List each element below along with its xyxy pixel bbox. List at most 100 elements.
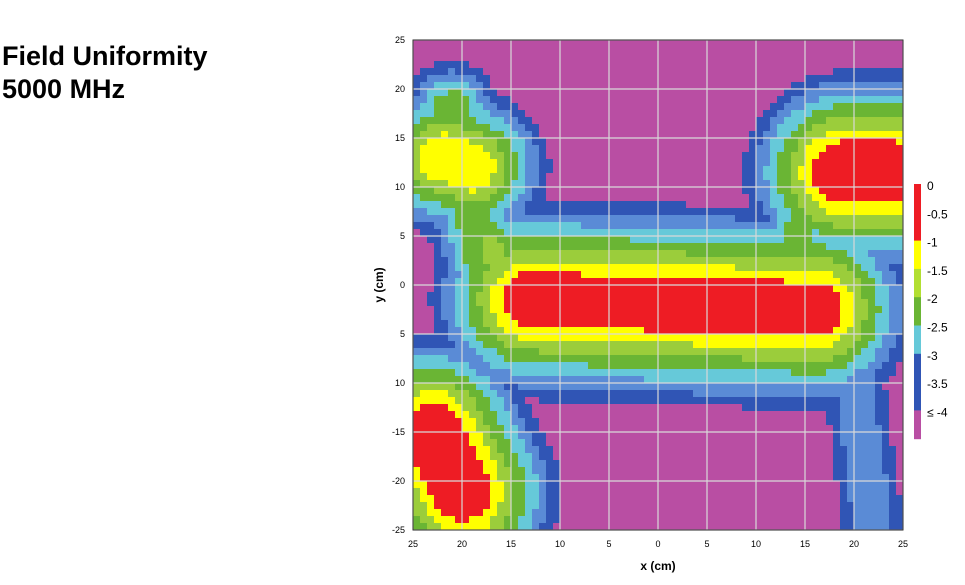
- heatmap-cell: [658, 257, 666, 265]
- heatmap-cell: [791, 257, 799, 265]
- heatmap-cell: [728, 208, 736, 216]
- heatmap-cell: [700, 383, 708, 391]
- heatmap-cell: [651, 54, 659, 62]
- heatmap-cell: [595, 110, 603, 118]
- heatmap-cell: [791, 502, 799, 510]
- heatmap-cell: [805, 432, 813, 440]
- heatmap-cell: [441, 453, 449, 461]
- heatmap-cell: [616, 152, 624, 160]
- heatmap-cell: [588, 257, 596, 265]
- heatmap-cell: [721, 439, 729, 447]
- heatmap-cell: [574, 306, 582, 314]
- heatmap-cell: [819, 418, 827, 426]
- heatmap-cell: [749, 159, 757, 167]
- heatmap-cell: [686, 523, 694, 530]
- heatmap-cell: [875, 320, 883, 328]
- heatmap-cell: [567, 481, 575, 489]
- heatmap-cell: [476, 159, 484, 167]
- heatmap-cell: [602, 383, 610, 391]
- heatmap-cell: [469, 229, 477, 237]
- heatmap-cell: [469, 292, 477, 300]
- heatmap-cell: [504, 131, 512, 139]
- heatmap-cell: [707, 376, 715, 384]
- heatmap-cell: [637, 432, 645, 440]
- heatmap-cell: [875, 201, 883, 209]
- heatmap-cell: [595, 40, 603, 48]
- heatmap-cell: [700, 390, 708, 398]
- heatmap-cell: [721, 376, 729, 384]
- heatmap-cell: [707, 75, 715, 83]
- heatmap-cell: [476, 180, 484, 188]
- heatmap-cell: [896, 404, 903, 412]
- heatmap-cell: [812, 236, 820, 244]
- heatmap-cell: [749, 313, 757, 321]
- heatmap-cell: [714, 355, 722, 363]
- heatmap-cell: [658, 285, 666, 293]
- heatmap-cell: [448, 89, 456, 97]
- heatmap-cell: [840, 418, 848, 426]
- heatmap-cell: [567, 383, 575, 391]
- heatmap-cell: [763, 488, 771, 496]
- heatmap-cell: [728, 425, 736, 433]
- heatmap-cell: [770, 306, 778, 314]
- heatmap-cell: [868, 516, 876, 524]
- heatmap-cell: [567, 299, 575, 307]
- heatmap-cell: [763, 61, 771, 69]
- heatmap-cell: [623, 320, 631, 328]
- heatmap-cell: [896, 278, 903, 286]
- heatmap-cell: [427, 124, 435, 132]
- heatmap-cell: [791, 117, 799, 125]
- heatmap-cell: [490, 334, 498, 342]
- heatmap-cell: [791, 292, 799, 300]
- heatmap-cell: [483, 397, 491, 405]
- heatmap-cell: [602, 236, 610, 244]
- heatmap-cell: [630, 495, 638, 503]
- heatmap-cell: [658, 201, 666, 209]
- heatmap-cell: [777, 432, 785, 440]
- heatmap-cell: [833, 166, 841, 174]
- y-tick-label: 10: [395, 378, 405, 388]
- heatmap-cell: [819, 334, 827, 342]
- heatmap-cell: [427, 194, 435, 202]
- heatmap-cell: [588, 523, 596, 530]
- heatmap-cell: [861, 138, 869, 146]
- heatmap-cell: [525, 180, 533, 188]
- heatmap-cell: [532, 47, 540, 55]
- heatmap-cell: [546, 397, 554, 405]
- heatmap-cell: [518, 285, 526, 293]
- heatmap-cell: [427, 341, 435, 349]
- heatmap-cell: [833, 222, 841, 230]
- heatmap-cell: [826, 278, 834, 286]
- heatmap-cell: [784, 152, 792, 160]
- heatmap-cell: [427, 222, 435, 230]
- heatmap-cell: [763, 306, 771, 314]
- heatmap-cell: [721, 334, 729, 342]
- legend-swatch: [914, 240, 921, 270]
- heatmap-cell: [567, 355, 575, 363]
- heatmap-cell: [882, 194, 890, 202]
- heatmap-cell: [483, 362, 491, 370]
- heatmap-cell: [525, 425, 533, 433]
- heatmap-cell: [798, 383, 806, 391]
- heatmap-cell: [770, 453, 778, 461]
- heatmap-cell: [896, 173, 903, 181]
- heatmap-cell: [812, 523, 820, 530]
- heatmap-cell: [861, 334, 869, 342]
- heatmap-cell: [833, 460, 841, 468]
- heatmap-cell: [791, 411, 799, 419]
- heatmap-cell: [581, 82, 589, 90]
- heatmap-cell: [833, 348, 841, 356]
- heatmap-cell: [707, 474, 715, 482]
- heatmap-cell: [588, 54, 596, 62]
- heatmap-cell: [504, 425, 512, 433]
- heatmap-cell: [462, 481, 470, 489]
- heatmap-cell: [469, 523, 477, 530]
- heatmap-cell: [735, 180, 743, 188]
- heatmap-cell: [875, 348, 883, 356]
- heatmap-cell: [707, 341, 715, 349]
- heatmap-cell: [784, 460, 792, 468]
- heatmap-cell: [770, 495, 778, 503]
- heatmap-cell: [700, 404, 708, 412]
- heatmap-cell: [770, 152, 778, 160]
- heatmap-cell: [721, 481, 729, 489]
